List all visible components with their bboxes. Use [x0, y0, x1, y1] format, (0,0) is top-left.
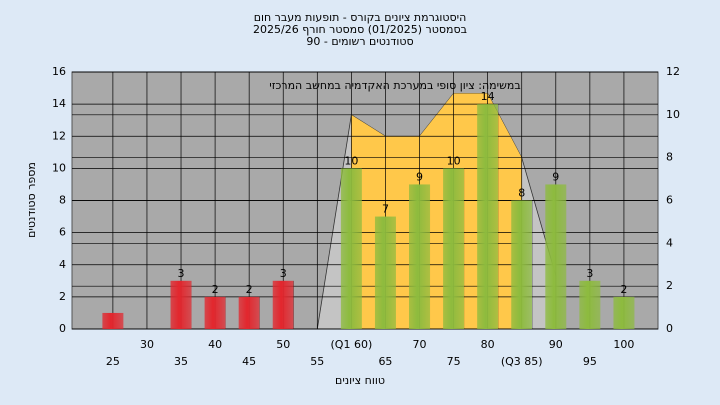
- y-tick-label: 6: [59, 226, 66, 239]
- data-label: 14: [481, 90, 495, 103]
- bar: [545, 184, 567, 329]
- chart-title: היסטוגרמת ציונים בקורס - תופעות מעבר חום: [254, 11, 467, 24]
- chart-subtitle: סטודנטים רשומים - 90: [306, 35, 413, 48]
- bar: [170, 280, 192, 329]
- data-label: 9: [552, 170, 559, 183]
- x-tick-label: 25: [106, 355, 120, 368]
- bar: [613, 296, 635, 329]
- x-tick-label: 55: [310, 355, 324, 368]
- y-tick-label: 2: [59, 290, 66, 303]
- bar: [477, 104, 499, 329]
- y2-tick-label: 12: [666, 65, 680, 78]
- annotation: במשימה: ציון סופי במערכת האקדמיה במחשב ה…: [269, 79, 520, 92]
- x-tick-label: 90: [549, 338, 563, 351]
- y2-tick-label: 8: [666, 151, 673, 164]
- x-tick-label: 95: [583, 355, 597, 368]
- bar: [443, 168, 465, 329]
- bar: [102, 312, 124, 329]
- data-label: 10: [344, 154, 358, 167]
- y-tick-label: 0: [59, 322, 66, 335]
- bar: [340, 168, 362, 329]
- x-tick-label: 45: [242, 355, 256, 368]
- data-label: 2: [246, 283, 253, 296]
- data-label: 7: [382, 203, 389, 216]
- data-label: 2: [212, 283, 219, 296]
- data-label: 8: [518, 187, 525, 200]
- y2-tick-label: 4: [666, 236, 673, 249]
- x-tick-label: 40: [208, 338, 222, 351]
- x-tick-label: 75: [447, 355, 461, 368]
- x-tick-label: 30: [140, 338, 154, 351]
- y-axis-label: מספר סטודנטים: [25, 162, 38, 238]
- bar: [511, 200, 533, 329]
- y2-tick-label: 6: [666, 194, 673, 207]
- y-tick-label: 8: [59, 194, 66, 207]
- y-tick-label: 10: [52, 161, 66, 174]
- x-tick-label: (Q3 85): [501, 355, 543, 368]
- x-tick-label: 35: [174, 355, 188, 368]
- y-tick-label: 14: [52, 97, 66, 110]
- x-tick-label: 50: [276, 338, 290, 351]
- bar: [409, 184, 431, 329]
- bar: [204, 296, 226, 329]
- y-tick-label: 12: [52, 129, 66, 142]
- chart-subtitle: בסמסטר (01/2025) סמסטר חורף 2025/26: [253, 23, 467, 36]
- x-tick-label: 70: [413, 338, 427, 351]
- y2-tick-label: 2: [666, 279, 673, 292]
- data-label: 2: [620, 283, 627, 296]
- y-tick-label: 4: [59, 258, 66, 271]
- x-tick-label: 65: [378, 355, 392, 368]
- y2-tick-label: 0: [666, 322, 673, 335]
- bar: [579, 280, 601, 329]
- x-tick-label: 80: [481, 338, 495, 351]
- data-label: 10: [447, 154, 461, 167]
- data-label: 3: [586, 267, 593, 280]
- x-tick-label: (Q1 60): [331, 338, 373, 351]
- x-axis-label: טווח ציונים: [335, 374, 385, 387]
- y2-tick-label: 10: [666, 108, 680, 121]
- data-label: 9: [416, 170, 423, 183]
- y-tick-label: 16: [52, 65, 66, 78]
- bar: [374, 216, 396, 329]
- x-tick-label: 100: [613, 338, 634, 351]
- bar: [272, 280, 294, 329]
- data-label: 3: [178, 267, 185, 280]
- data-label: 3: [280, 267, 287, 280]
- bar: [238, 296, 260, 329]
